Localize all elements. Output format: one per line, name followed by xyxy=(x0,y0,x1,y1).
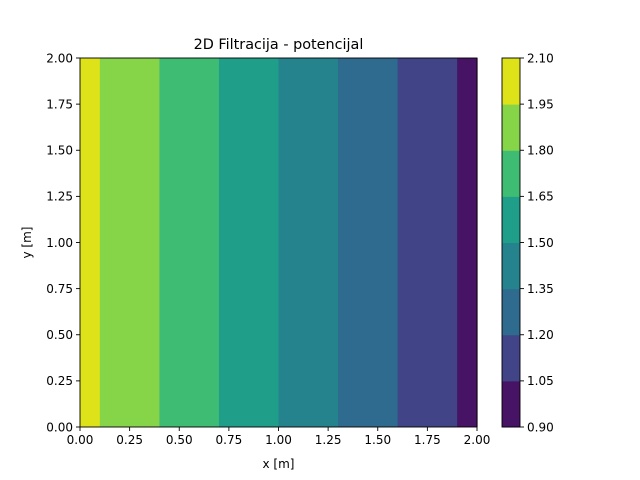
colorbar-tick-label: 1.05 xyxy=(527,374,554,388)
contour-band-7 xyxy=(457,58,478,427)
colorbar-tick-label: 1.65 xyxy=(527,190,554,204)
contour-band-1 xyxy=(99,58,160,427)
y-tick-label: 0.75 xyxy=(46,282,73,296)
x-tick-label: 1.50 xyxy=(364,433,391,447)
colorbar-tick-label: 1.95 xyxy=(527,97,554,111)
colorbar-segment-2 xyxy=(502,288,520,336)
contour-band-6 xyxy=(397,58,458,427)
x-tick-label: 1.00 xyxy=(265,433,292,447)
y-tick-label: 2.00 xyxy=(46,51,73,65)
contour-band-3 xyxy=(218,58,280,427)
contour-band-5 xyxy=(338,58,399,427)
colorbar-tick-label: 1.35 xyxy=(527,282,554,296)
x-tick-label: 0.25 xyxy=(116,433,143,447)
colorbar-segment-4 xyxy=(502,196,520,243)
x-tick-label: 0.50 xyxy=(166,433,193,447)
colorbar-segment-7 xyxy=(502,58,520,105)
contour-band-2 xyxy=(159,58,220,427)
colorbar-segment-3 xyxy=(502,242,520,290)
y-tick-label: 0.50 xyxy=(46,328,73,342)
y-tick-label: 0.00 xyxy=(46,420,73,434)
x-tick-label: 1.25 xyxy=(315,433,342,447)
y-tick-label: 0.25 xyxy=(46,374,73,388)
x-tick-label: 2.00 xyxy=(464,433,491,447)
colorbar-tick-label: 2.10 xyxy=(527,51,554,65)
contour-band-0 xyxy=(80,58,101,427)
colorbar-ticks: 0.90 1.05 1.20 1.35 1.50 1.65 1.80 1.95 2.10 xyxy=(520,51,554,434)
x-tick-label: 0.00 xyxy=(67,433,94,447)
colorbar-tick-label: 0.90 xyxy=(527,420,554,434)
colorbar-segment-0 xyxy=(502,380,520,428)
x-axis-label: x [m] xyxy=(263,457,295,471)
colorbar-tick-label: 1.20 xyxy=(527,328,554,342)
x-axis: 0.00 0.25 0.50 0.75 1.00 1.25 1.50 1.75 2.00 xyxy=(67,427,491,447)
y-axis-label: y [m] xyxy=(20,227,34,259)
y-tick-label: 1.50 xyxy=(46,144,73,158)
contour-band-4 xyxy=(278,58,339,427)
y-tick-label: 1.25 xyxy=(46,190,73,204)
y-tick-label: 1.00 xyxy=(46,236,73,250)
plot-area xyxy=(80,58,478,427)
colorbar-segment-6 xyxy=(502,104,520,151)
x-tick-label: 0.75 xyxy=(216,433,243,447)
colorbar xyxy=(502,58,520,428)
x-tick-label: 1.75 xyxy=(414,433,441,447)
y-axis: 0.00 0.25 0.50 0.75 1.00 1.25 1.50 1.75 2.00 xyxy=(46,51,80,434)
y-tick-label: 1.75 xyxy=(46,97,73,111)
colorbar-tick-label: 1.50 xyxy=(527,236,554,250)
colorbar-tick-label: 1.80 xyxy=(527,144,554,158)
colorbar-segment-5 xyxy=(502,150,520,197)
colorbar-segment-1 xyxy=(502,334,520,382)
chart-title: 2D Filtracija - potencijal xyxy=(194,37,364,53)
